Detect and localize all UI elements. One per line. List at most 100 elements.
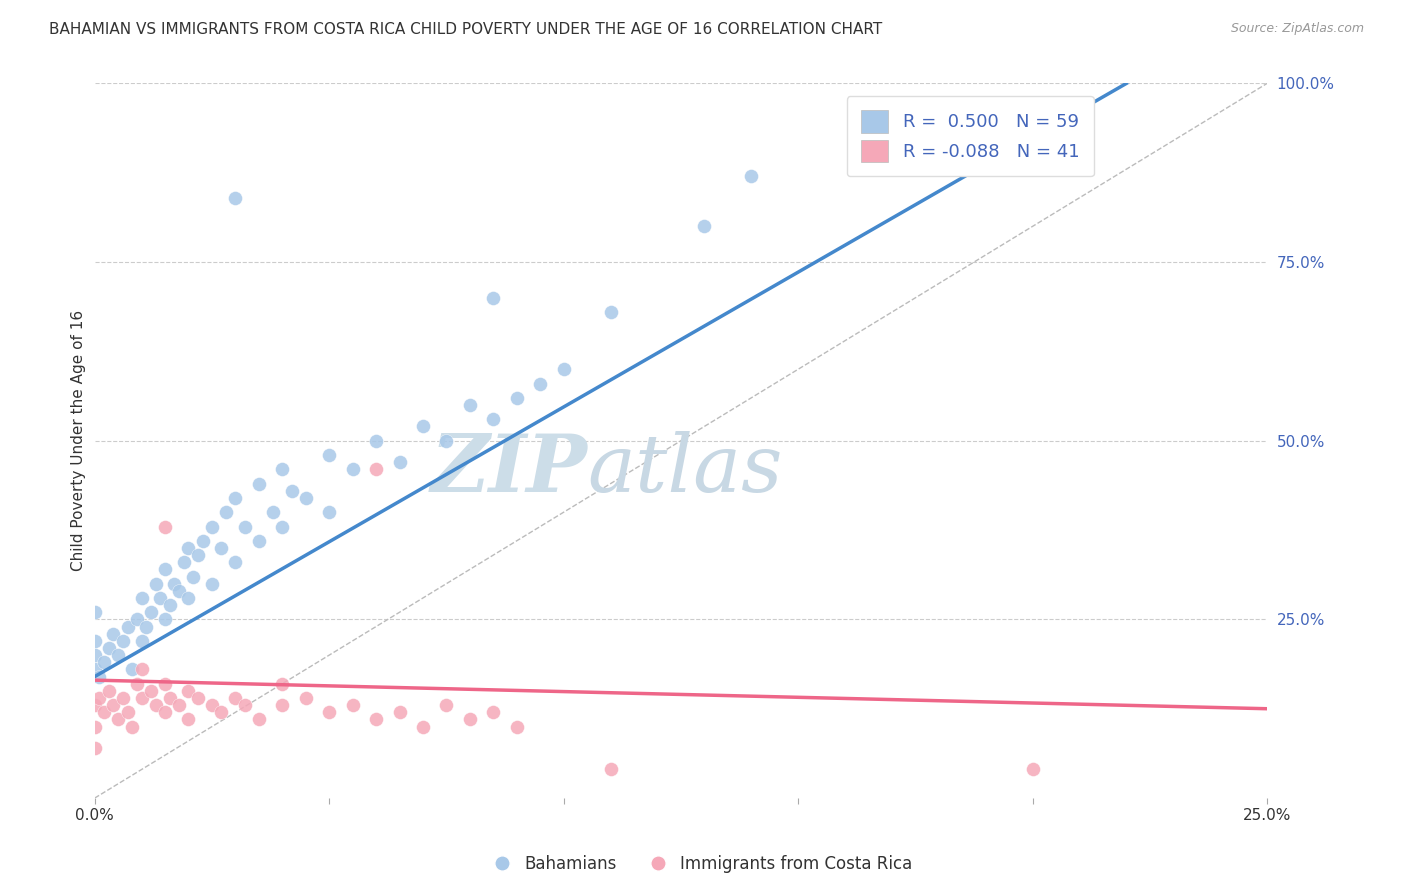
Point [412,419,434,434]
Point [93,655,115,669]
Point [436,698,458,713]
Point [83,698,105,713]
Point [233,519,256,533]
Point [159,598,181,612]
Point [83,633,105,648]
Point [167,583,190,598]
Point [145,576,167,591]
Point [247,533,270,548]
Point [201,576,224,591]
Legend: R =  0.500   N = 59, R = -0.088   N = 41: R = 0.500 N = 59, R = -0.088 N = 41 [846,96,1094,177]
Legend: Bahamians, Immigrants from Costa Rica: Bahamians, Immigrants from Costa Rica [488,848,918,880]
Point [318,505,340,519]
Point [177,591,200,605]
Point [482,412,505,426]
Point [342,698,364,713]
Point [83,662,105,676]
Point [364,462,387,476]
Point [599,763,621,777]
Point [163,576,186,591]
Text: BAHAMIAN VS IMMIGRANTS FROM COSTA RICA CHILD POVERTY UNDER THE AGE OF 16 CORRELA: BAHAMIAN VS IMMIGRANTS FROM COSTA RICA C… [49,22,883,37]
Point [139,605,162,619]
Point [177,684,200,698]
Text: ZIP: ZIP [430,431,588,508]
Point [224,691,246,706]
Point [89,691,111,706]
Point [271,698,294,713]
Point [271,462,294,476]
Point [506,720,529,734]
Point [83,720,105,734]
Point [294,691,316,706]
Point [131,633,153,648]
Point [131,691,153,706]
Point [153,706,176,720]
Point [224,191,246,205]
Point [233,698,256,713]
Point [83,741,105,756]
Point [364,434,387,448]
Point [103,698,125,713]
Point [117,619,139,633]
Point [506,391,529,405]
Point [117,706,139,720]
Point [177,541,200,555]
Text: Source: ZipAtlas.com: Source: ZipAtlas.com [1230,22,1364,36]
Point [181,569,204,583]
Point [209,541,232,555]
Point [97,640,120,655]
Point [201,519,224,533]
Point [436,434,458,448]
Point [209,706,232,720]
Point [740,169,762,184]
Point [149,591,172,605]
Point [107,713,129,727]
Point [131,662,153,676]
Point [135,619,157,633]
Point [159,691,181,706]
Point [177,713,200,727]
Point [103,626,125,640]
Text: atlas: atlas [588,431,783,508]
Point [139,684,162,698]
Point [167,698,190,713]
Point [342,462,364,476]
Point [280,483,302,498]
Point [111,633,134,648]
Point [271,677,294,691]
Point [187,691,209,706]
Point [318,706,340,720]
Point [201,698,224,713]
Point [482,291,505,305]
Point [599,305,621,319]
Point [97,684,120,698]
Point [153,612,176,626]
Point [388,706,411,720]
Point [125,677,148,691]
Point [482,706,505,720]
Point [93,706,115,720]
Point [693,219,716,234]
Point [318,448,340,462]
Point [131,591,153,605]
Point [187,548,209,562]
Point [262,505,284,519]
Point [83,605,105,619]
Point [458,398,481,412]
Point [107,648,129,662]
Point [215,505,238,519]
Point [111,691,134,706]
Point [271,519,294,533]
Y-axis label: Child Poverty Under the Age of 16: Child Poverty Under the Age of 16 [72,310,86,571]
Point [458,713,481,727]
Point [224,491,246,505]
Point [294,491,316,505]
Point [145,698,167,713]
Point [173,555,195,569]
Point [83,648,105,662]
Point [121,662,143,676]
Point [388,455,411,469]
Point [153,562,176,576]
Point [247,476,270,491]
Point [364,713,387,727]
